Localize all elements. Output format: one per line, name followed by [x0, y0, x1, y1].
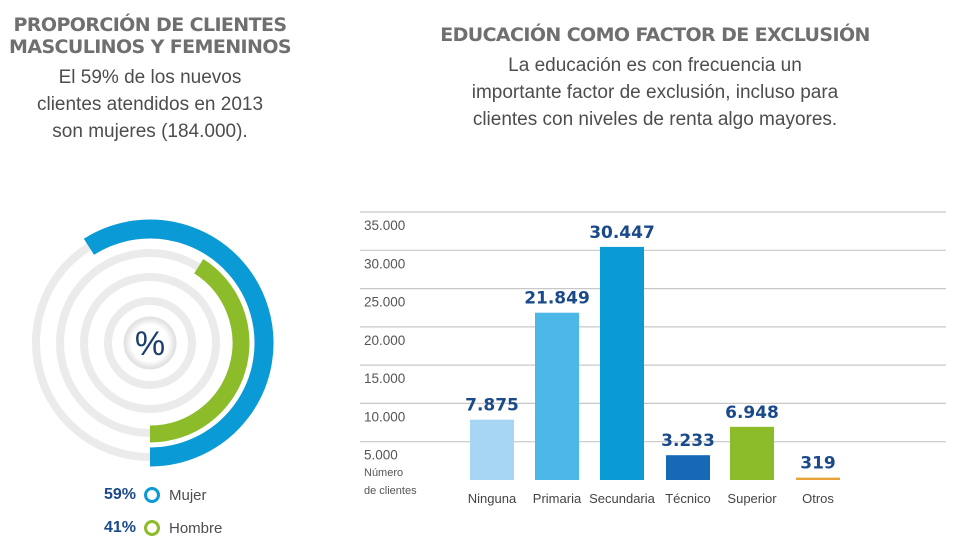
ring-marker-icon — [144, 520, 160, 536]
y-axis-label: de clientes — [364, 485, 417, 497]
x-tick-label: Primaria — [533, 491, 582, 506]
donut-arc-hombre — [149, 258, 250, 443]
bar-value-label: 6.948 — [725, 403, 779, 423]
legend-item-mujer: 59% Mujer — [90, 484, 290, 506]
bar-value-label: 319 — [800, 454, 836, 474]
bar-4 — [730, 426, 774, 480]
title-line: MASCULINOS Y FEMENINOS — [9, 36, 292, 58]
bar-3 — [666, 455, 710, 480]
x-tick-label: Ninguna — [468, 491, 517, 506]
title-line: PROPORCIÓN DE CLIENTES — [13, 14, 287, 36]
y-tick-label: 20.000 — [364, 333, 405, 348]
bar-value-label: 7.875 — [465, 396, 519, 416]
subtitle-line: clientes atendidos en 2013 — [36, 94, 264, 115]
ring-marker-icon — [144, 487, 160, 503]
y-axis-label: Número — [364, 467, 403, 479]
donut-chart-title: PROPORCIÓN DE CLIENTES MASCULINOS Y FEME… — [0, 14, 300, 58]
bar-0 — [470, 419, 514, 480]
y-tick-label: 25.000 — [364, 295, 405, 310]
gender-donut-chart: % — [32, 219, 274, 467]
subtitle-line: clientes con niveles de renta algo mayor… — [472, 109, 838, 130]
x-tick-label: Superior — [727, 491, 777, 506]
bar-chart-subtitle: La educación es con frecuencia un import… — [440, 52, 870, 133]
y-tick-label: 30.000 — [364, 256, 405, 271]
background-ring — [104, 297, 196, 389]
donut-chart-subtitle: El 59% de los nuevos clientes atendidos … — [0, 64, 300, 145]
subtitle-line: La educación es con frecuencia un — [508, 55, 802, 76]
bar-value-label: 21.849 — [524, 289, 590, 309]
legend-label: Hombre — [169, 519, 223, 537]
bar-value-label: 30.447 — [589, 223, 655, 243]
education-bar-chart: 5.000 10.000 15.000 20.000 25.000 30.000 35.00… — [360, 211, 946, 506]
bar-value-label: 3.233 — [661, 431, 715, 451]
legend-percentage: 41% — [103, 519, 136, 536]
bar-5 — [796, 477, 840, 480]
x-tick-label: Técnico — [665, 491, 711, 506]
y-tick-label: 35.000 — [364, 218, 405, 233]
center-disc — [123, 316, 177, 370]
donut-arc-mujer — [83, 219, 274, 467]
background-ring — [80, 273, 220, 413]
subtitle-line: son mujeres (184.000). — [52, 121, 248, 142]
legend-label: Mujer — [169, 486, 207, 504]
y-tick-label: 15.000 — [364, 371, 405, 386]
legend-item-hombre: 41% Hombre — [90, 517, 290, 539]
legend-percentage: 59% — [103, 486, 136, 503]
x-tick-label: Otros — [802, 491, 834, 506]
percent-symbol: % — [135, 325, 165, 363]
y-tick-label: 10.000 — [364, 409, 405, 424]
bar-2 — [600, 246, 644, 480]
y-tick-label: 5.000 — [364, 448, 398, 463]
subtitle-line: El 59% de los nuevos — [58, 67, 242, 88]
subtitle-line: importante factor de exclusión, incluso … — [471, 82, 839, 103]
bar-1 — [535, 312, 579, 480]
bar-chart-title: EDUCACIÓN COMO FACTOR DE EXCLUSIÓN — [440, 24, 870, 46]
x-tick-label: Secundaria — [589, 491, 656, 506]
